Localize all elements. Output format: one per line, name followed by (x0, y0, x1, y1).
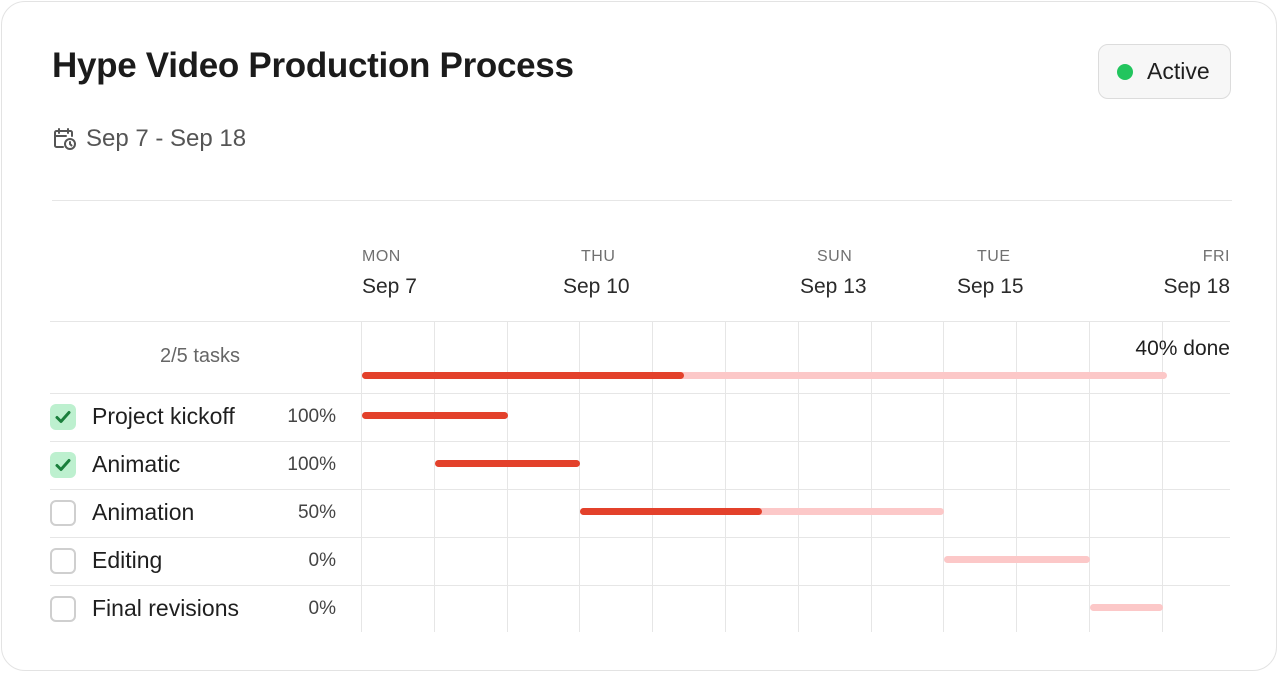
day-of-week: FRI (1202, 248, 1230, 265)
day-date: Sep 15 (957, 275, 1024, 298)
day-header-mon: MON Sep 7 (362, 248, 417, 299)
grid-row-line (50, 489, 1230, 490)
checkmark-icon (55, 459, 71, 471)
progress-label: 40% done (1135, 337, 1230, 360)
task-progress-percent: 100% (287, 406, 336, 427)
grid-row-line (50, 537, 1230, 538)
task-checkbox[interactable] (50, 596, 76, 622)
header-divider (52, 200, 1232, 201)
day-of-week: TUE (977, 248, 1011, 265)
day-of-week: SUN (817, 248, 853, 265)
grid-day-line (871, 321, 872, 632)
task-progress-percent: 0% (308, 598, 336, 619)
grid-day-line (507, 321, 508, 632)
day-of-week: THU (581, 248, 616, 265)
task-checkbox[interactable] (50, 548, 76, 574)
day-date: Sep 7 (362, 275, 417, 298)
grid-day-line (725, 321, 726, 632)
day-of-week: MON (362, 248, 401, 265)
grid-day-line (579, 321, 580, 632)
grid-day-line (943, 321, 944, 632)
task-name[interactable]: Animation (92, 499, 195, 525)
status-badge[interactable]: Active (1098, 44, 1231, 99)
task-remaining-bar (944, 556, 1090, 563)
grid-day-line (652, 321, 653, 632)
checkmark-icon (55, 411, 71, 423)
task-checkbox[interactable] (50, 452, 76, 478)
task-name[interactable]: Animatic (92, 451, 181, 477)
task-completed-bar (362, 412, 508, 419)
task-name[interactable]: Project kickoff (92, 403, 235, 429)
task-progress-percent: 50% (297, 502, 336, 523)
status-label: Active (1147, 58, 1210, 84)
task-progress-percent: 100% (287, 454, 336, 475)
day-header-fri: FRI Sep 18 (1150, 248, 1230, 299)
grid-row-line (50, 441, 1230, 442)
date-range: Sep 7 - Sep 18 (52, 125, 246, 153)
calendar-clock-icon (52, 126, 78, 152)
tasks-count: 2/5 tasks (160, 345, 241, 367)
task-remaining-bar (580, 508, 945, 515)
task-remaining-bar (1090, 604, 1163, 611)
overall-remaining-bar (362, 372, 1167, 379)
project-title: Hype Video Production Process (52, 46, 574, 85)
task-completed-bar (580, 508, 763, 515)
grid-day-line (361, 321, 362, 632)
task-name[interactable]: Final revisions (92, 595, 239, 621)
task-progress-percent: 0% (308, 550, 336, 571)
status-dot (1117, 63, 1133, 80)
grid-day-line (798, 321, 799, 632)
grid-day-line (1089, 321, 1090, 632)
grid-day-line (1162, 321, 1163, 632)
task-completed-bar (434, 460, 581, 467)
task-name[interactable]: Editing (92, 547, 163, 573)
task-checkbox[interactable] (50, 500, 76, 526)
task-checkbox[interactable] (50, 404, 76, 430)
grid-day-line (434, 321, 435, 632)
grid-row-line (50, 585, 1230, 586)
date-range-text: Sep 7 - Sep 18 (86, 125, 247, 152)
day-header-tue: TUE Sep 15 (957, 248, 1024, 299)
overall-completed-bar (362, 372, 684, 379)
day-date: Sep 13 (800, 275, 867, 298)
grid-row-line (50, 321, 1230, 322)
grid-day-line (1016, 321, 1017, 632)
day-date: Sep 10 (563, 275, 630, 298)
day-date: Sep 18 (1163, 275, 1230, 298)
grid-row-line (50, 393, 1230, 394)
day-header-thu: THU Sep 10 (563, 248, 630, 299)
day-header-sun: SUN Sep 13 (800, 248, 867, 299)
